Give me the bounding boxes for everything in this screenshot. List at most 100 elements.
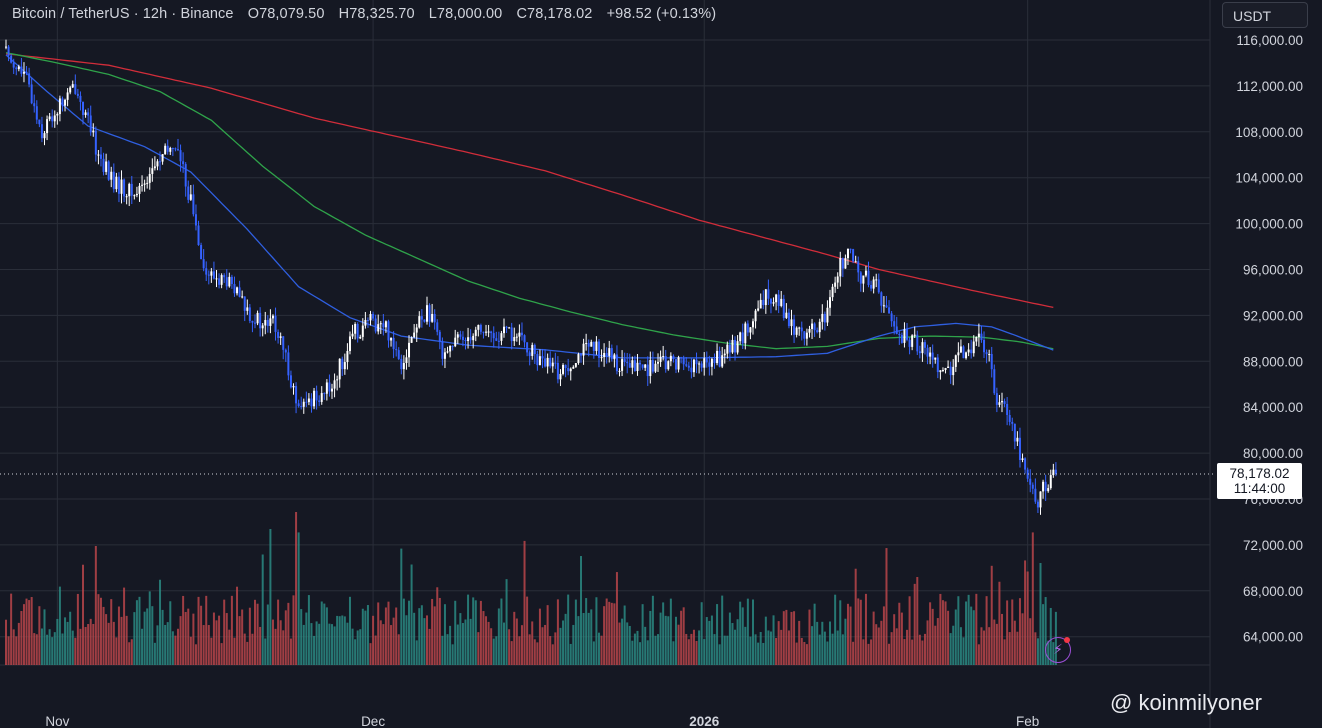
candle-body <box>451 345 454 347</box>
volume-bar <box>207 625 210 665</box>
candle-body <box>739 332 742 342</box>
candle-body <box>623 359 626 362</box>
volume-bar <box>759 631 762 665</box>
candle-body <box>246 307 249 311</box>
candle-body <box>757 308 760 311</box>
candle-body <box>923 342 926 348</box>
candle-body <box>282 336 285 350</box>
volume-bar <box>777 621 780 665</box>
volume-bar <box>279 620 282 665</box>
candle-body <box>187 186 190 200</box>
candle-body <box>22 71 25 74</box>
candle-body <box>713 358 716 364</box>
candle-body <box>829 297 832 308</box>
volume-bar <box>744 626 747 665</box>
volume-bar <box>726 635 729 665</box>
volume-bar <box>782 611 785 665</box>
candle-body <box>988 354 991 356</box>
y-tick-label: 112,000.00 <box>1236 79 1303 94</box>
volume-bar <box>564 613 567 665</box>
currency-button[interactable]: USDT <box>1222 2 1308 28</box>
candle-body <box>857 261 860 273</box>
candle-body <box>972 341 975 354</box>
volume-bar <box>12 629 15 665</box>
candle-body <box>731 339 734 353</box>
volume-bar <box>58 586 61 665</box>
candle-body <box>179 150 182 162</box>
volume-bar <box>236 586 239 665</box>
candle-body <box>164 145 167 155</box>
volume-bar <box>844 618 847 665</box>
candle-body <box>7 46 10 56</box>
candle-body <box>210 271 213 276</box>
volume-bar <box>202 625 205 665</box>
volume-bar <box>690 633 693 665</box>
candle-body <box>441 341 444 359</box>
candle-body <box>305 401 308 403</box>
volume-bar <box>433 606 436 665</box>
candle-body <box>544 358 547 367</box>
candle-body <box>780 298 783 306</box>
candle-body <box>410 337 413 343</box>
volume-bar <box>161 609 164 665</box>
candle-body <box>1013 423 1016 442</box>
volume-bar <box>40 628 43 665</box>
volume-bar <box>53 632 56 665</box>
volume-bar <box>238 616 241 665</box>
candle-body <box>243 296 246 311</box>
candle-body <box>859 272 862 284</box>
candle-body <box>605 352 608 356</box>
volume-bar <box>289 638 292 665</box>
volume-bar <box>841 634 844 665</box>
low-value: L78,000.00 <box>428 6 503 22</box>
candle-body <box>657 361 660 364</box>
volume-bar <box>446 634 449 665</box>
volume-bar <box>811 626 814 665</box>
volume-bar <box>495 636 498 665</box>
candle-body <box>587 343 590 347</box>
symbol-label[interactable]: Bitcoin / TetherUS · 12h · Binance <box>12 6 234 22</box>
candle-body <box>651 359 654 372</box>
candle-body <box>667 361 670 370</box>
candle-body <box>580 354 583 356</box>
candle-body <box>269 318 272 326</box>
volume-bar <box>28 600 31 665</box>
volume-bar <box>700 602 703 665</box>
volume-bar <box>651 595 654 665</box>
volume-bar <box>315 621 318 665</box>
volume-bar <box>728 612 731 665</box>
candle-body <box>846 248 849 259</box>
volume-bar <box>192 613 195 665</box>
volume-bar <box>318 623 321 665</box>
candle-body <box>541 356 544 359</box>
candle-body <box>1031 484 1034 489</box>
moving-averages <box>5 51 1054 359</box>
candle-body <box>664 356 667 370</box>
x-axis: Nov Dec 2026 Feb <box>45 714 1039 728</box>
volume-bar <box>99 597 102 665</box>
volume-bar <box>94 546 97 665</box>
volume-bar <box>343 616 346 665</box>
volume-bar <box>875 624 878 665</box>
volume-bar <box>220 643 223 665</box>
candle-body <box>1052 469 1055 476</box>
volume-bar <box>852 641 855 665</box>
candle-body <box>379 323 382 325</box>
volume-bar <box>780 629 783 665</box>
volume-bar <box>983 630 986 665</box>
candle-body <box>325 382 328 394</box>
volume-bar <box>400 548 403 665</box>
volume-bar <box>916 576 919 665</box>
candle-body <box>582 343 585 356</box>
volume-bar <box>159 579 162 665</box>
candle-body <box>1047 488 1050 492</box>
candle-body <box>225 277 228 287</box>
volume-bar <box>823 631 826 665</box>
volume-bars <box>5 512 1057 665</box>
volume-bar <box>420 605 423 665</box>
lightning-icon[interactable]: ⚡ <box>1045 637 1071 663</box>
volume-bar <box>898 602 901 665</box>
symbol-header: Bitcoin / TetherUS · 12h · Binance O78,0… <box>12 6 726 22</box>
volume-bar <box>893 614 896 665</box>
